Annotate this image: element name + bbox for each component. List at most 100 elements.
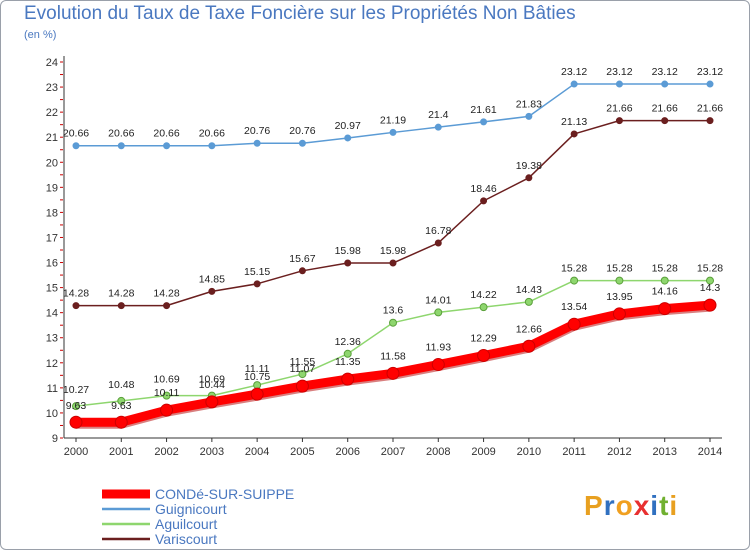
data-label: 21.66 <box>606 103 632 115</box>
data-label: 10.11 <box>154 387 180 399</box>
data-label: 21.66 <box>652 103 678 115</box>
legend-label: CONDé-SUR-SUIPPE <box>155 486 294 502</box>
data-point <box>570 130 578 138</box>
data-point <box>479 303 488 312</box>
y-tick-label: 19 <box>46 182 58 194</box>
data-label: 9.63 <box>111 400 132 412</box>
data-label: 15.28 <box>606 263 632 275</box>
y-tick-label: 17 <box>46 232 58 244</box>
y-tick-label: 24 <box>46 57 58 69</box>
data-point <box>72 142 80 150</box>
data-label: 15.28 <box>561 263 587 275</box>
data-point <box>480 118 488 126</box>
data-point <box>114 415 128 429</box>
x-tick-label: 2000 <box>64 446 88 458</box>
data-label: 15.98 <box>380 245 406 257</box>
data-label: 11.11 <box>245 363 270 375</box>
data-label: 15.98 <box>335 245 361 257</box>
data-label: 13.54 <box>561 301 587 313</box>
data-label: 23.12 <box>652 66 678 78</box>
series-line-variscourt <box>76 119 710 307</box>
x-tick-label: 2010 <box>517 446 541 458</box>
x-tick-label: 2001 <box>109 446 133 458</box>
data-label: 21.13 <box>561 116 587 128</box>
data-label: 14.43 <box>516 284 542 296</box>
data-point <box>522 339 536 353</box>
y-tick-label: 16 <box>46 258 58 270</box>
y-tick-label: 15 <box>46 283 58 295</box>
data-point <box>524 297 533 306</box>
data-label: 10.44 <box>199 379 225 391</box>
x-tick-label: 2011 <box>562 446 586 458</box>
data-point <box>477 349 491 363</box>
x-tick-label: 2008 <box>426 446 450 458</box>
data-label: 21.61 <box>470 104 496 116</box>
data-point <box>298 370 307 379</box>
data-label: 9.63 <box>66 400 87 412</box>
data-point <box>389 318 397 327</box>
data-label: 19.38 <box>516 160 542 172</box>
data-label: 15.15 <box>244 266 270 278</box>
data-point <box>570 276 579 285</box>
legend-label: Aguilcourt <box>155 516 217 532</box>
proxiti-logo: Proxiti <box>584 490 678 522</box>
x-tick-label: 2004 <box>245 446 269 458</box>
logo-letter: r <box>603 490 616 521</box>
data-label: 20.66 <box>153 128 179 140</box>
data-label: 14.28 <box>63 288 89 300</box>
data-point <box>253 280 261 288</box>
data-point <box>525 112 533 120</box>
data-label: 20.66 <box>63 128 89 140</box>
logo-letter: P <box>584 490 604 521</box>
x-tick-label: 2009 <box>471 446 495 458</box>
data-label: 20.97 <box>335 120 361 132</box>
data-label: 14.3 <box>700 282 721 294</box>
legend-label: Variscourt <box>155 531 217 547</box>
data-point <box>295 379 309 393</box>
data-label: 14.16 <box>652 286 678 298</box>
data-point <box>567 317 581 331</box>
data-label: 14.01 <box>425 294 451 306</box>
logo-letter: i <box>650 490 660 521</box>
legend-label: Guignicourt <box>155 501 227 517</box>
chart-data-labels: 9.63 9.63 10.11 10.44 10.75 11.07 11.35 11.58 11… <box>63 66 723 412</box>
data-label: 11.35 <box>335 356 361 368</box>
data-point <box>344 259 352 267</box>
data-point <box>661 117 669 125</box>
data-point <box>343 349 352 358</box>
data-label: 11.07 <box>290 363 316 375</box>
data-point <box>660 276 669 285</box>
data-point <box>163 142 171 150</box>
x-tick-label: 2013 <box>652 446 676 458</box>
data-label: 23.12 <box>561 66 587 78</box>
data-label: 15.28 <box>652 263 678 275</box>
data-point <box>344 134 352 142</box>
data-point <box>706 276 714 285</box>
data-label: 23.12 <box>606 66 632 78</box>
data-label: 10.27 <box>63 384 89 396</box>
data-point <box>431 358 445 372</box>
data-point <box>615 80 623 88</box>
data-point <box>72 302 80 310</box>
data-label: 13.6 <box>383 305 404 317</box>
data-label: 23.12 <box>697 66 723 78</box>
data-label: 11.58 <box>380 350 406 362</box>
x-tick-label: 2006 <box>335 446 359 458</box>
chart-title: Evolution du Taux de Taxe Foncière sur l… <box>24 3 576 24</box>
data-label: 21.66 <box>697 103 723 115</box>
data-label: 20.66 <box>108 128 134 140</box>
data-point <box>72 402 80 411</box>
data-point <box>250 387 264 401</box>
logo-letter: o <box>615 490 634 521</box>
chart-series <box>69 80 717 429</box>
logo-letter: i <box>669 490 679 521</box>
x-tick-label: 2005 <box>290 446 314 458</box>
data-point <box>615 117 623 125</box>
data-point <box>386 366 400 380</box>
data-point <box>612 307 626 321</box>
data-point <box>163 302 171 310</box>
y-tick-label: 18 <box>46 207 58 219</box>
data-label: 13.95 <box>606 291 632 303</box>
data-point <box>703 298 717 312</box>
data-label: 14.28 <box>153 288 179 300</box>
